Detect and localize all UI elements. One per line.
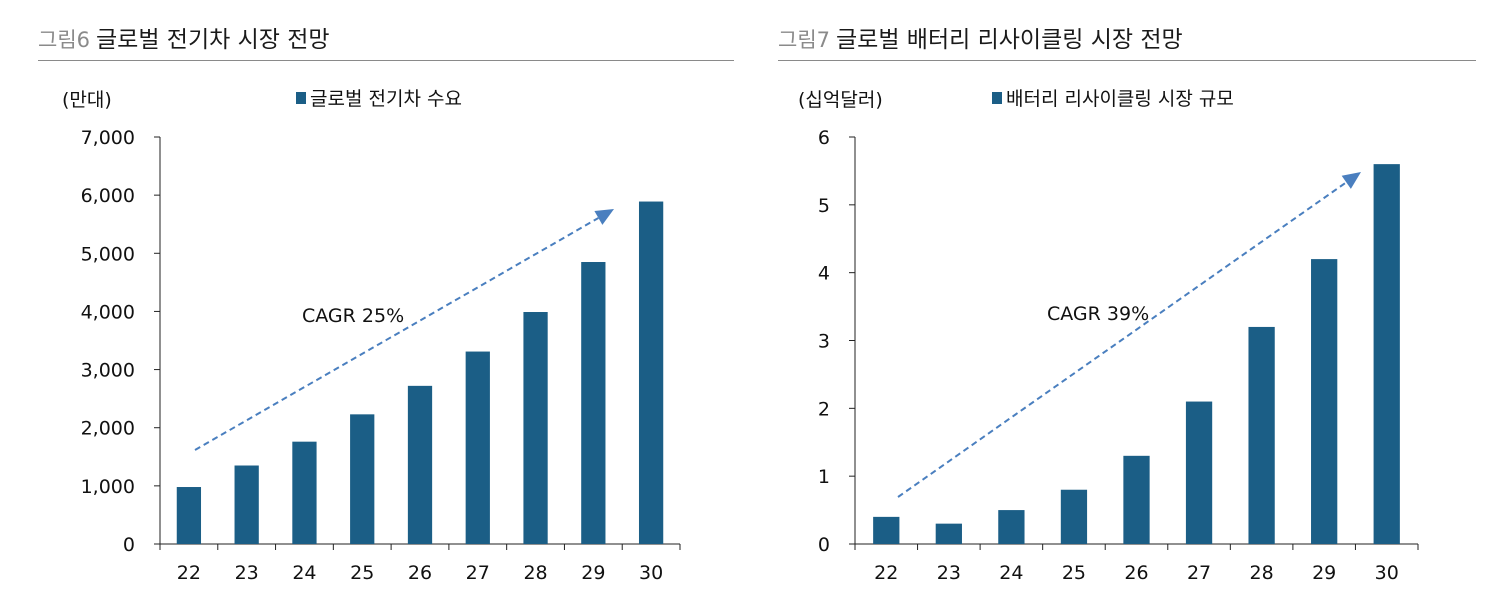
y-tick-label: 3,000 [81, 360, 135, 382]
y-tick-label: 2 [818, 398, 830, 420]
trend-arrow-line [194, 217, 599, 451]
bar-30 [638, 201, 664, 544]
y-tick-label: 5,000 [81, 243, 135, 265]
trend-arrow-line [897, 181, 1347, 498]
figure-6-header: 그림6 글로벌 전기차 시장 전망 [38, 20, 734, 61]
y-tick-label: 2,000 [81, 418, 135, 440]
x-tick-label: 26 [1124, 562, 1148, 584]
figure-6-panel: 그림6 글로벌 전기차 시장 전망 0 1,000 2,000 3,000 4,000 5,… [0, 0, 745, 600]
bar-27 [465, 351, 490, 544]
x-tick-label: 25 [350, 562, 374, 584]
y-tick-label: 3 [818, 331, 830, 353]
x-tick-label: 25 [1062, 562, 1086, 584]
legend-label: 글로벌 전기차 수요 [310, 88, 462, 110]
bar-23 [234, 465, 259, 544]
figure-7-header: 그림7 글로벌 배터리 리사이클링 시장 전망 [778, 20, 1476, 61]
bar-22 [176, 487, 202, 544]
trend-arrow-head [1341, 172, 1361, 189]
bar-29 [581, 262, 606, 544]
x-tick-label: 22 [177, 562, 201, 584]
bar-27 [1185, 401, 1213, 544]
cagr-annotation: CAGR 39% [1047, 303, 1149, 325]
ev-demand-chart: 0 1,000 2,000 3,000 4,000 5,000 6,000 7,000 22 23… [62, 88, 681, 584]
legend-label: 배터리 리사이클링 시장 규모 [1006, 88, 1234, 110]
y-tick-label: 1,000 [81, 476, 135, 498]
y-tick-label: 4 [818, 263, 830, 285]
x-tick-label: 30 [639, 562, 663, 584]
bar-26 [407, 385, 433, 544]
figure-6-title: 글로벌 전기차 시장 전망 [96, 27, 330, 53]
bar-28 [523, 312, 548, 544]
x-tick-label: 30 [1375, 562, 1399, 584]
y-tick-label: 7,000 [81, 127, 135, 149]
y-tick-label: 6,000 [81, 185, 135, 207]
x-tick-label: 29 [1312, 562, 1336, 584]
bar-29 [1311, 259, 1338, 544]
legend-swatch [992, 92, 1002, 104]
y-tick-label: 4,000 [81, 301, 135, 323]
y-tick-label: 0 [123, 534, 135, 556]
x-tick-label: 28 [523, 562, 547, 584]
x-tick-label: 29 [581, 562, 605, 584]
x-tick-label: 27 [466, 562, 490, 584]
y-axis-unit-label: (만대) [62, 89, 112, 111]
bar-24 [998, 510, 1025, 544]
x-tick-label: 23 [235, 562, 259, 584]
bar-25 [1060, 489, 1088, 544]
bar-26 [1123, 455, 1150, 544]
bar-30 [1373, 164, 1400, 544]
x-tick-label: 24 [292, 562, 316, 584]
x-tick-label: 27 [1187, 562, 1211, 584]
figure-6-number: 그림6 [38, 28, 91, 52]
cagr-annotation: CAGR 25% [302, 305, 404, 327]
y-tick-label: 1 [818, 466, 830, 488]
x-tick-label: 24 [999, 562, 1023, 584]
y-axis-unit-label: (십억달러) [798, 89, 883, 111]
legend-swatch [296, 92, 306, 104]
bar-24 [292, 441, 317, 544]
x-tick-label: 22 [874, 562, 898, 584]
y-tick-label: 0 [818, 534, 830, 556]
bar-23 [935, 523, 962, 544]
x-tick-label: 26 [408, 562, 432, 584]
figure-7-number: 그림7 [778, 28, 831, 52]
figure-7-title: 글로벌 배터리 리사이클링 시장 전망 [836, 27, 1183, 53]
bar-25 [350, 414, 375, 544]
x-tick-label: 28 [1250, 562, 1274, 584]
bar-22 [873, 516, 900, 544]
trend-arrow-head [594, 209, 614, 225]
y-tick-label: 5 [818, 195, 830, 217]
y-tick-label: 6 [818, 127, 830, 149]
bar-28 [1248, 326, 1275, 544]
x-tick-label: 23 [937, 562, 961, 584]
figure-7-panel: 그림7 글로벌 배터리 리사이클링 시장 전망 0 1 2 3 4 5 6 22 23 24 25 26… [745, 0, 1492, 600]
